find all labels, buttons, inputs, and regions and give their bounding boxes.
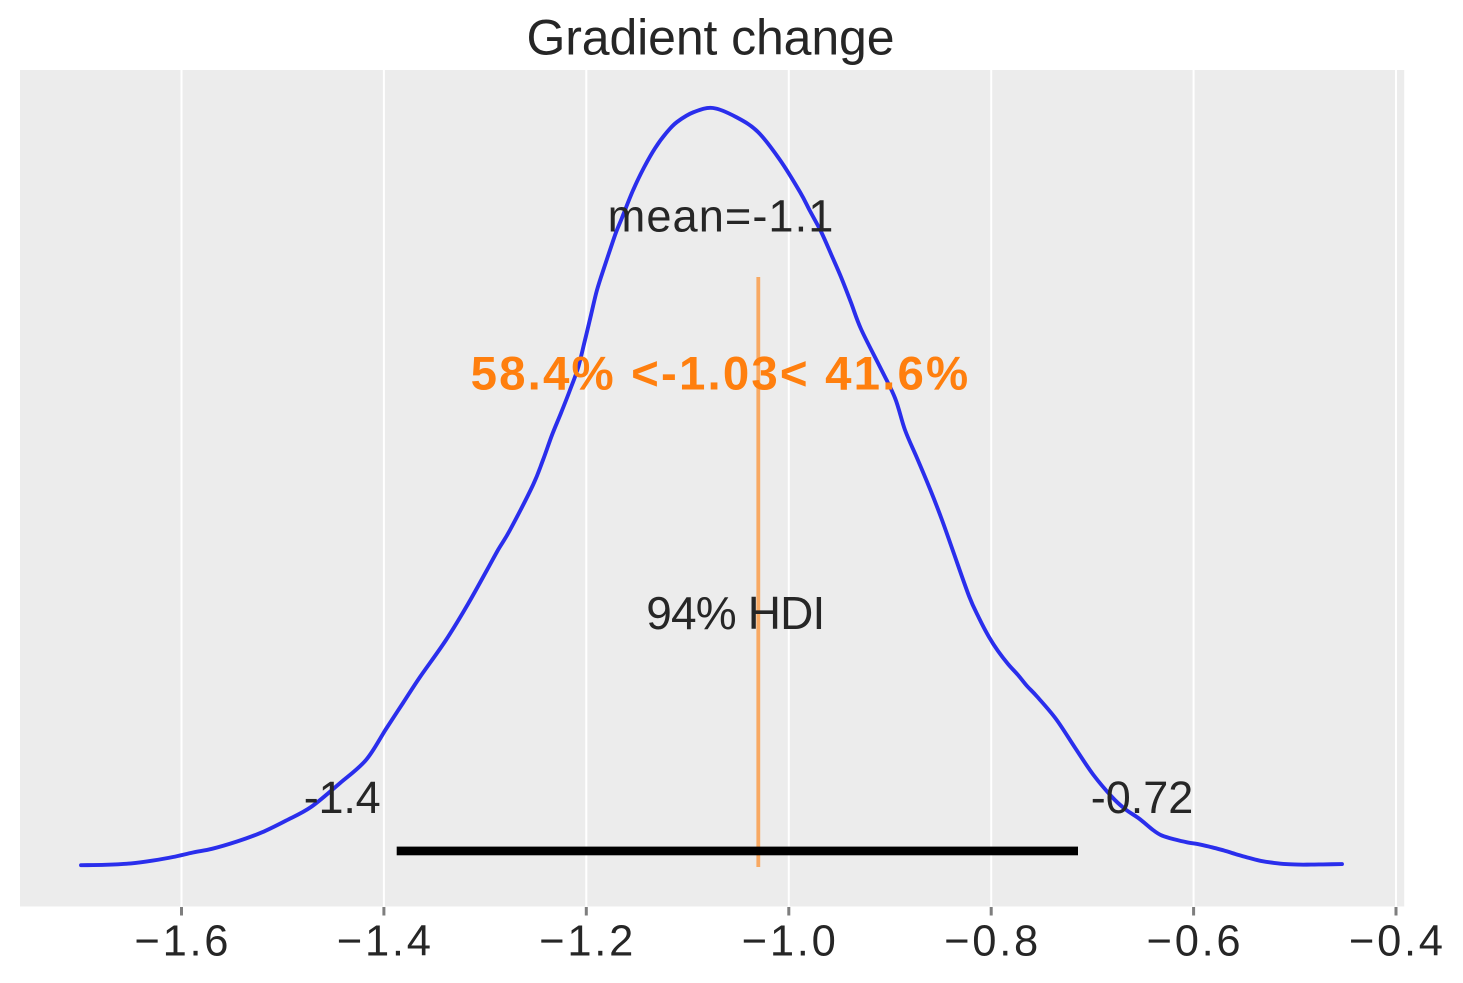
svg-text:−0.4: −0.4 — [1349, 917, 1443, 965]
svg-text:−1.4: −1.4 — [337, 917, 431, 965]
svg-text:mean=-1.1: mean=-1.1 — [608, 191, 834, 242]
svg-text:58.4% <-1.03< 41.6%: 58.4% <-1.03< 41.6% — [471, 348, 969, 401]
svg-text:-0.72: -0.72 — [1091, 772, 1194, 823]
svg-text:−1.0: −1.0 — [742, 917, 836, 965]
svg-text:-1.4: -1.4 — [304, 772, 381, 823]
svg-text:94% HDI: 94% HDI — [646, 587, 825, 639]
svg-text:−0.6: −0.6 — [1147, 917, 1241, 965]
svg-text:−1.6: −1.6 — [135, 917, 229, 965]
svg-text:−0.8: −0.8 — [944, 917, 1038, 965]
svg-text:Gradient change: Gradient change — [527, 9, 895, 65]
svg-text:−1.2: −1.2 — [539, 917, 633, 965]
